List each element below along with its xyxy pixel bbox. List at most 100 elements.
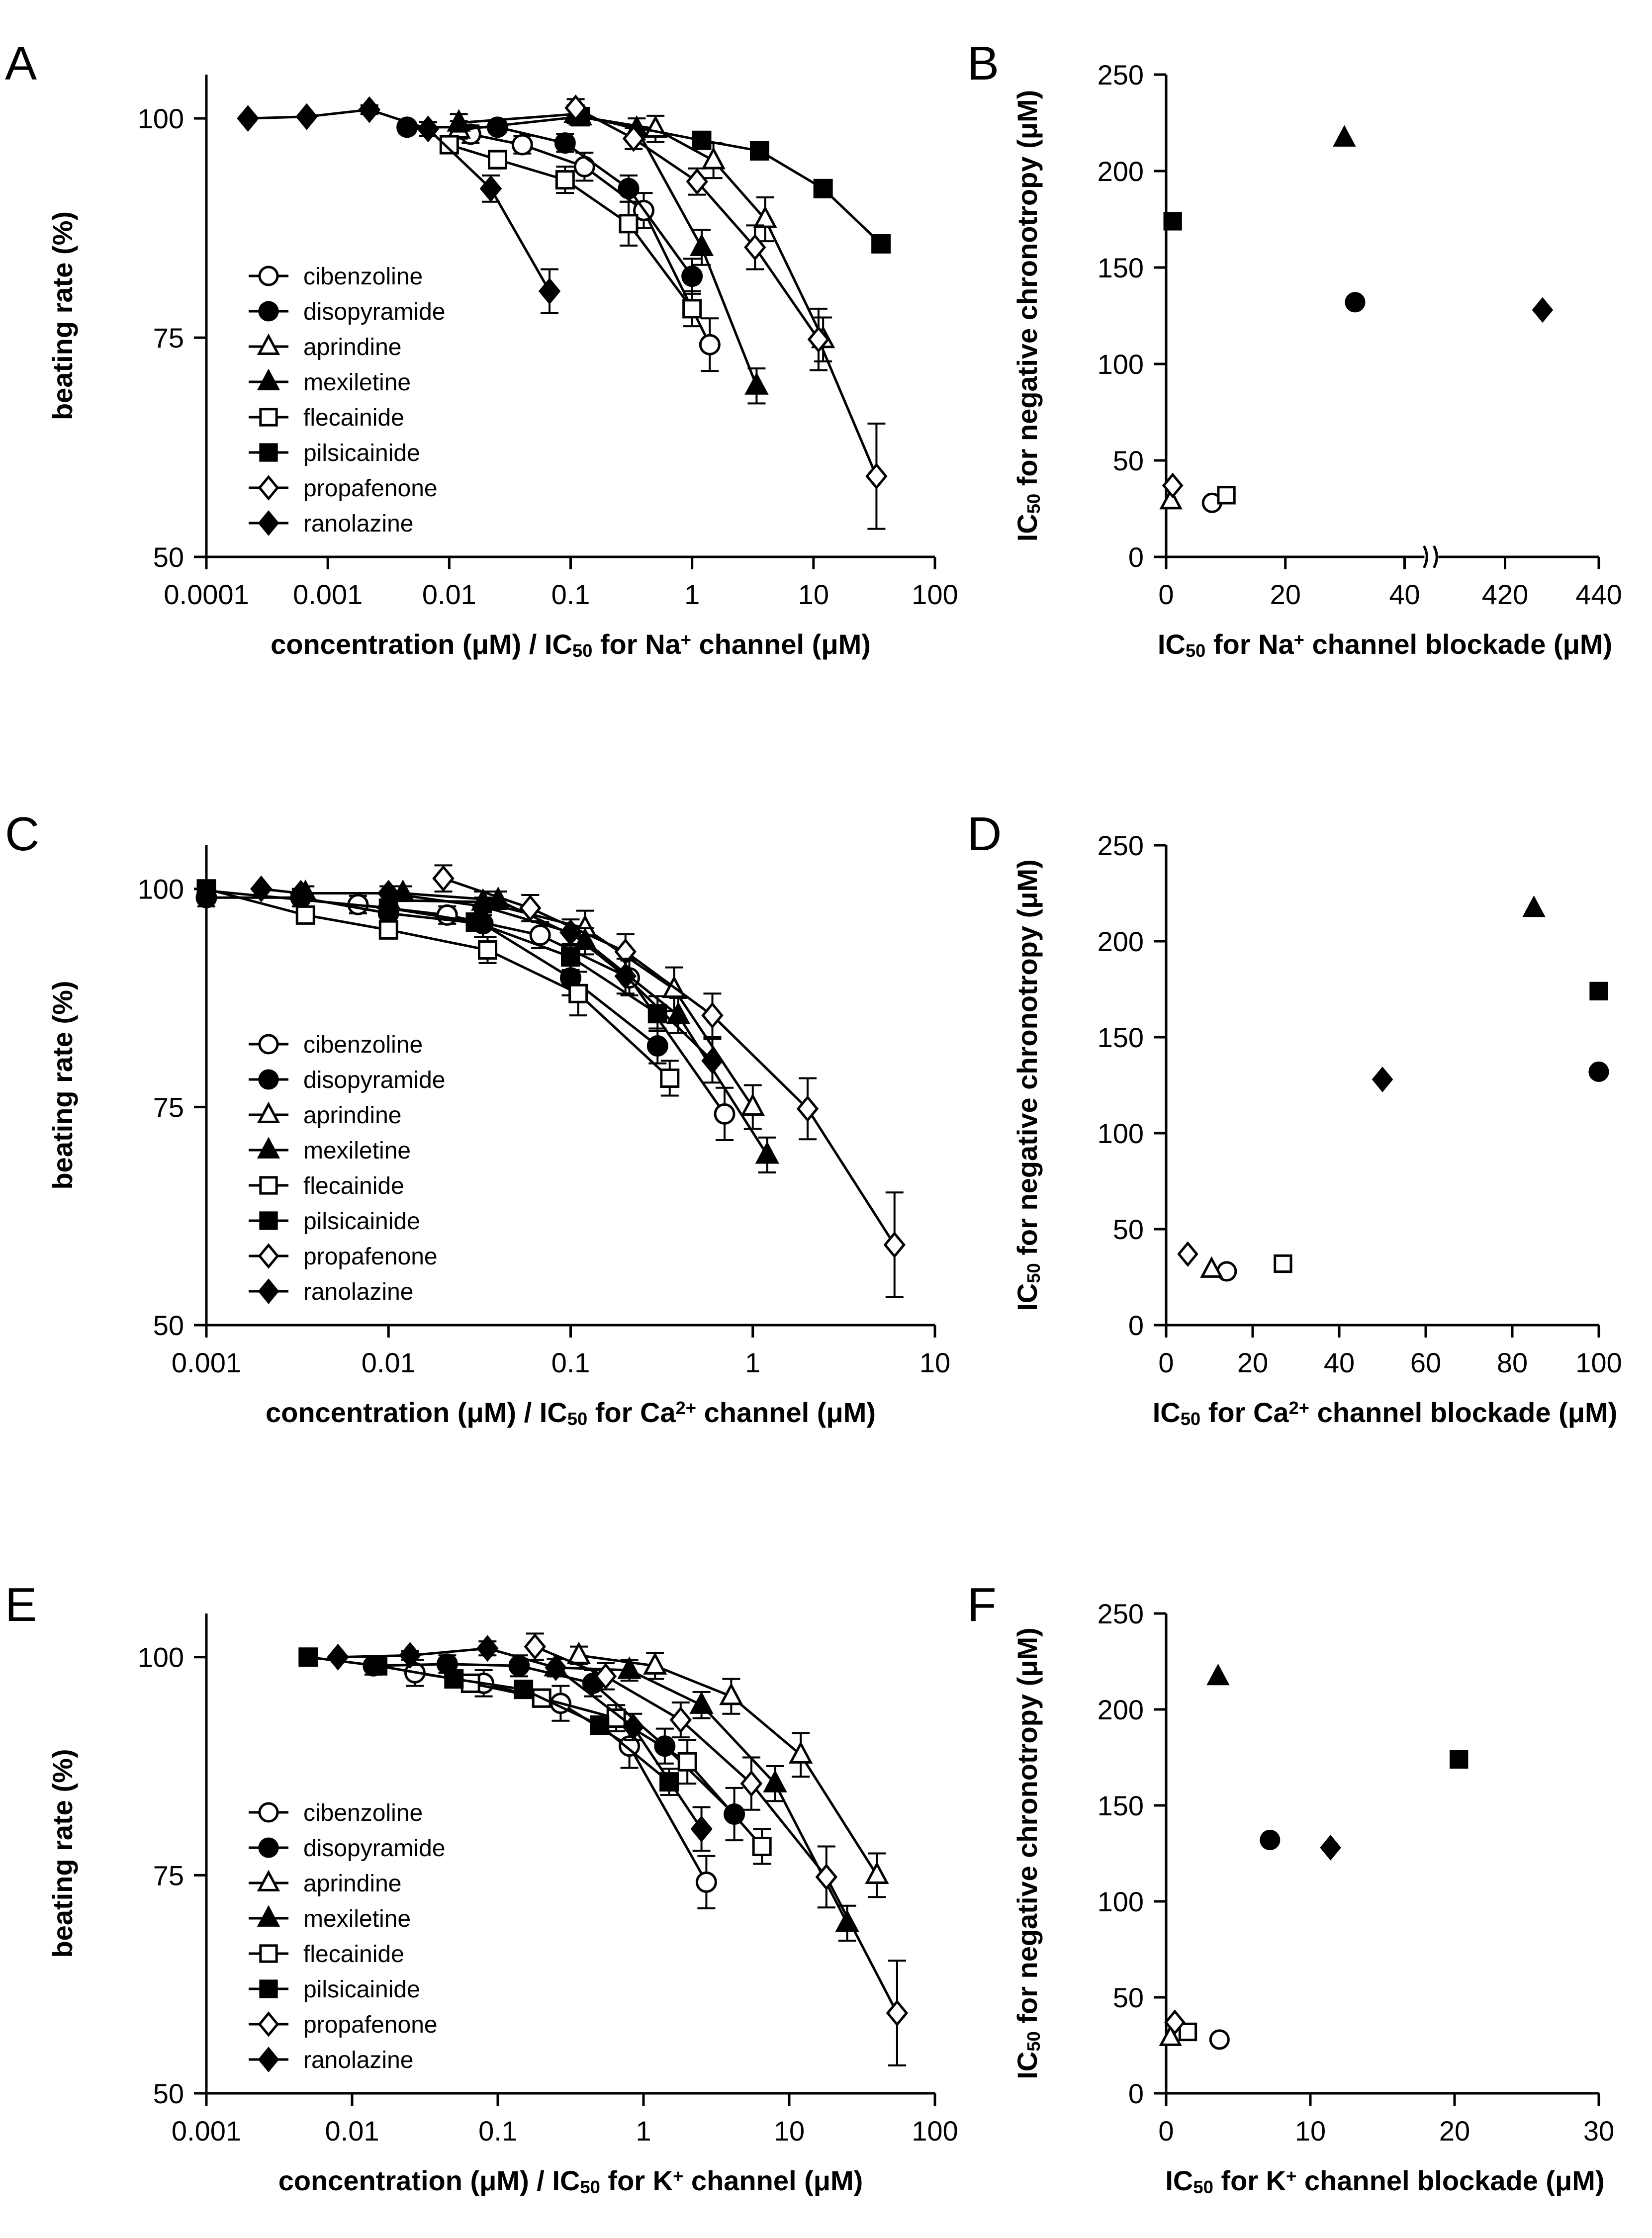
data-point: [432, 865, 455, 892]
point-mexiletine: [1333, 125, 1356, 147]
data-point: [813, 179, 833, 198]
legend-marker: [257, 368, 280, 390]
legend-label: mexiletine: [303, 1138, 411, 1164]
point-aprindine: [1159, 2024, 1182, 2046]
data-point: [487, 150, 507, 170]
legend-marker: [259, 1211, 278, 1230]
legend-marker: [259, 443, 278, 462]
legend-marker: [258, 1837, 279, 1858]
data-point: [561, 947, 580, 967]
legend-marker: [258, 301, 279, 322]
y-axis-label: IC50 for negative chronotropy (μM): [1011, 90, 1044, 542]
x-tick-label: 0.001: [172, 2115, 241, 2147]
y-tick-label: 250: [1098, 830, 1144, 861]
point-aprindine: [1200, 1256, 1223, 1278]
panel-letter: F: [967, 1578, 997, 1631]
data-point: [545, 1654, 567, 1681]
y-tick-label: 50: [1113, 1214, 1144, 1245]
data-point: [568, 984, 588, 1003]
point-ranolazine: [1372, 1067, 1393, 1092]
point-mexiletine: [1206, 1663, 1230, 1686]
point-ranolazine: [1320, 1835, 1341, 1861]
data-point: [660, 1068, 680, 1088]
legend-label: pilsicainide: [303, 1208, 420, 1235]
y-axis-label: IC50 for negative chronotropy (μM): [1011, 859, 1044, 1311]
data-point: [327, 1643, 349, 1671]
legend-label: disopyramide: [303, 1067, 445, 1093]
x-axis-label: concentration (μM) / IC50 for Na+ channe…: [271, 628, 871, 661]
series-line: [206, 896, 658, 1047]
y-tick-label: 200: [1098, 156, 1144, 187]
data-point: [524, 1633, 547, 1660]
data-point: [886, 1999, 909, 2027]
legend-marker: [258, 266, 279, 286]
legend-label: ranolazine: [303, 511, 413, 537]
x-tick-label: 10: [798, 579, 829, 610]
data-point: [789, 1741, 813, 1764]
x-tick-label: 100: [912, 2115, 958, 2147]
panel-f: F 0 50 100 150 200 250 0 10 20 30 IC50 for K+ chann…: [967, 1578, 1614, 2197]
data-point: [740, 1770, 763, 1797]
legend-label: cibenzoline: [303, 1032, 423, 1058]
data-point: [237, 105, 259, 132]
data-point: [478, 940, 498, 960]
data-point: [622, 1713, 644, 1741]
panel-letter: D: [967, 807, 1002, 861]
point-flecainide: [1178, 2022, 1197, 2042]
legend-label: aprindine: [303, 1102, 401, 1129]
legend-label: ranolazine: [303, 1279, 413, 1305]
series-line: [459, 115, 825, 340]
data-point: [399, 1642, 421, 1669]
x-tick-label: 420: [1482, 579, 1528, 610]
legend-label: aprindine: [303, 334, 401, 360]
series-propafenone: [432, 864, 906, 1298]
data-point: [744, 372, 769, 395]
y-axis-label: beating rate (%): [47, 211, 78, 420]
y-tick-label: 0: [1128, 541, 1144, 573]
y-axis-label: beating rate (%): [47, 1749, 78, 1958]
data-point: [763, 1770, 787, 1792]
legend-label: disopyramide: [303, 1835, 445, 1862]
data-point: [815, 1863, 838, 1890]
data-point: [686, 168, 709, 195]
legend-label: propafenone: [303, 475, 438, 502]
x-tick-label: 0.01: [362, 1347, 416, 1378]
y-tick-label: 150: [1098, 1022, 1144, 1053]
data-point: [669, 1706, 692, 1733]
x-tick-label: 1: [745, 1347, 760, 1378]
y-tick-label: 150: [1098, 1790, 1144, 1821]
legend-marker: [258, 1069, 279, 1090]
x-tick-label: 20: [1237, 1347, 1268, 1378]
y-tick-label: 100: [1098, 1118, 1144, 1149]
legend-marker: [258, 510, 279, 536]
y-tick-label: 75: [153, 1091, 184, 1123]
data-point: [701, 147, 726, 170]
data-point: [447, 109, 471, 132]
series-ranolazine: [327, 1635, 713, 1852]
panel-letter: A: [5, 37, 37, 90]
data-point: [196, 881, 216, 900]
legend: cibenzoline disopyramide aprindine mexileti…: [249, 1800, 445, 2073]
data-point: [554, 132, 576, 154]
data-point: [476, 1635, 499, 1662]
data-point: [752, 1836, 772, 1856]
y-tick-label: 50: [153, 541, 184, 573]
point-aprindine: [1159, 487, 1183, 510]
point-propafenone: [1177, 1241, 1198, 1267]
legend-label: propafenone: [303, 1244, 438, 1270]
point-flecainide: [1217, 486, 1236, 505]
legend-marker: [257, 1137, 280, 1159]
data-point: [753, 205, 777, 228]
axis-break-mark: [1423, 545, 1428, 569]
point-pilsicainide: [1163, 212, 1182, 231]
legend-marker: [258, 2011, 279, 2037]
x-tick-label: 1: [636, 2115, 651, 2147]
point-pilsicainide: [1450, 1750, 1468, 1769]
y-tick-label: 250: [1098, 1598, 1144, 1629]
data-point: [377, 880, 400, 907]
y-tick-label: 100: [1098, 1886, 1144, 1917]
data-point: [619, 1735, 641, 1757]
legend-label: cibenzoline: [303, 1800, 423, 1826]
legend-marker: [257, 1101, 280, 1123]
